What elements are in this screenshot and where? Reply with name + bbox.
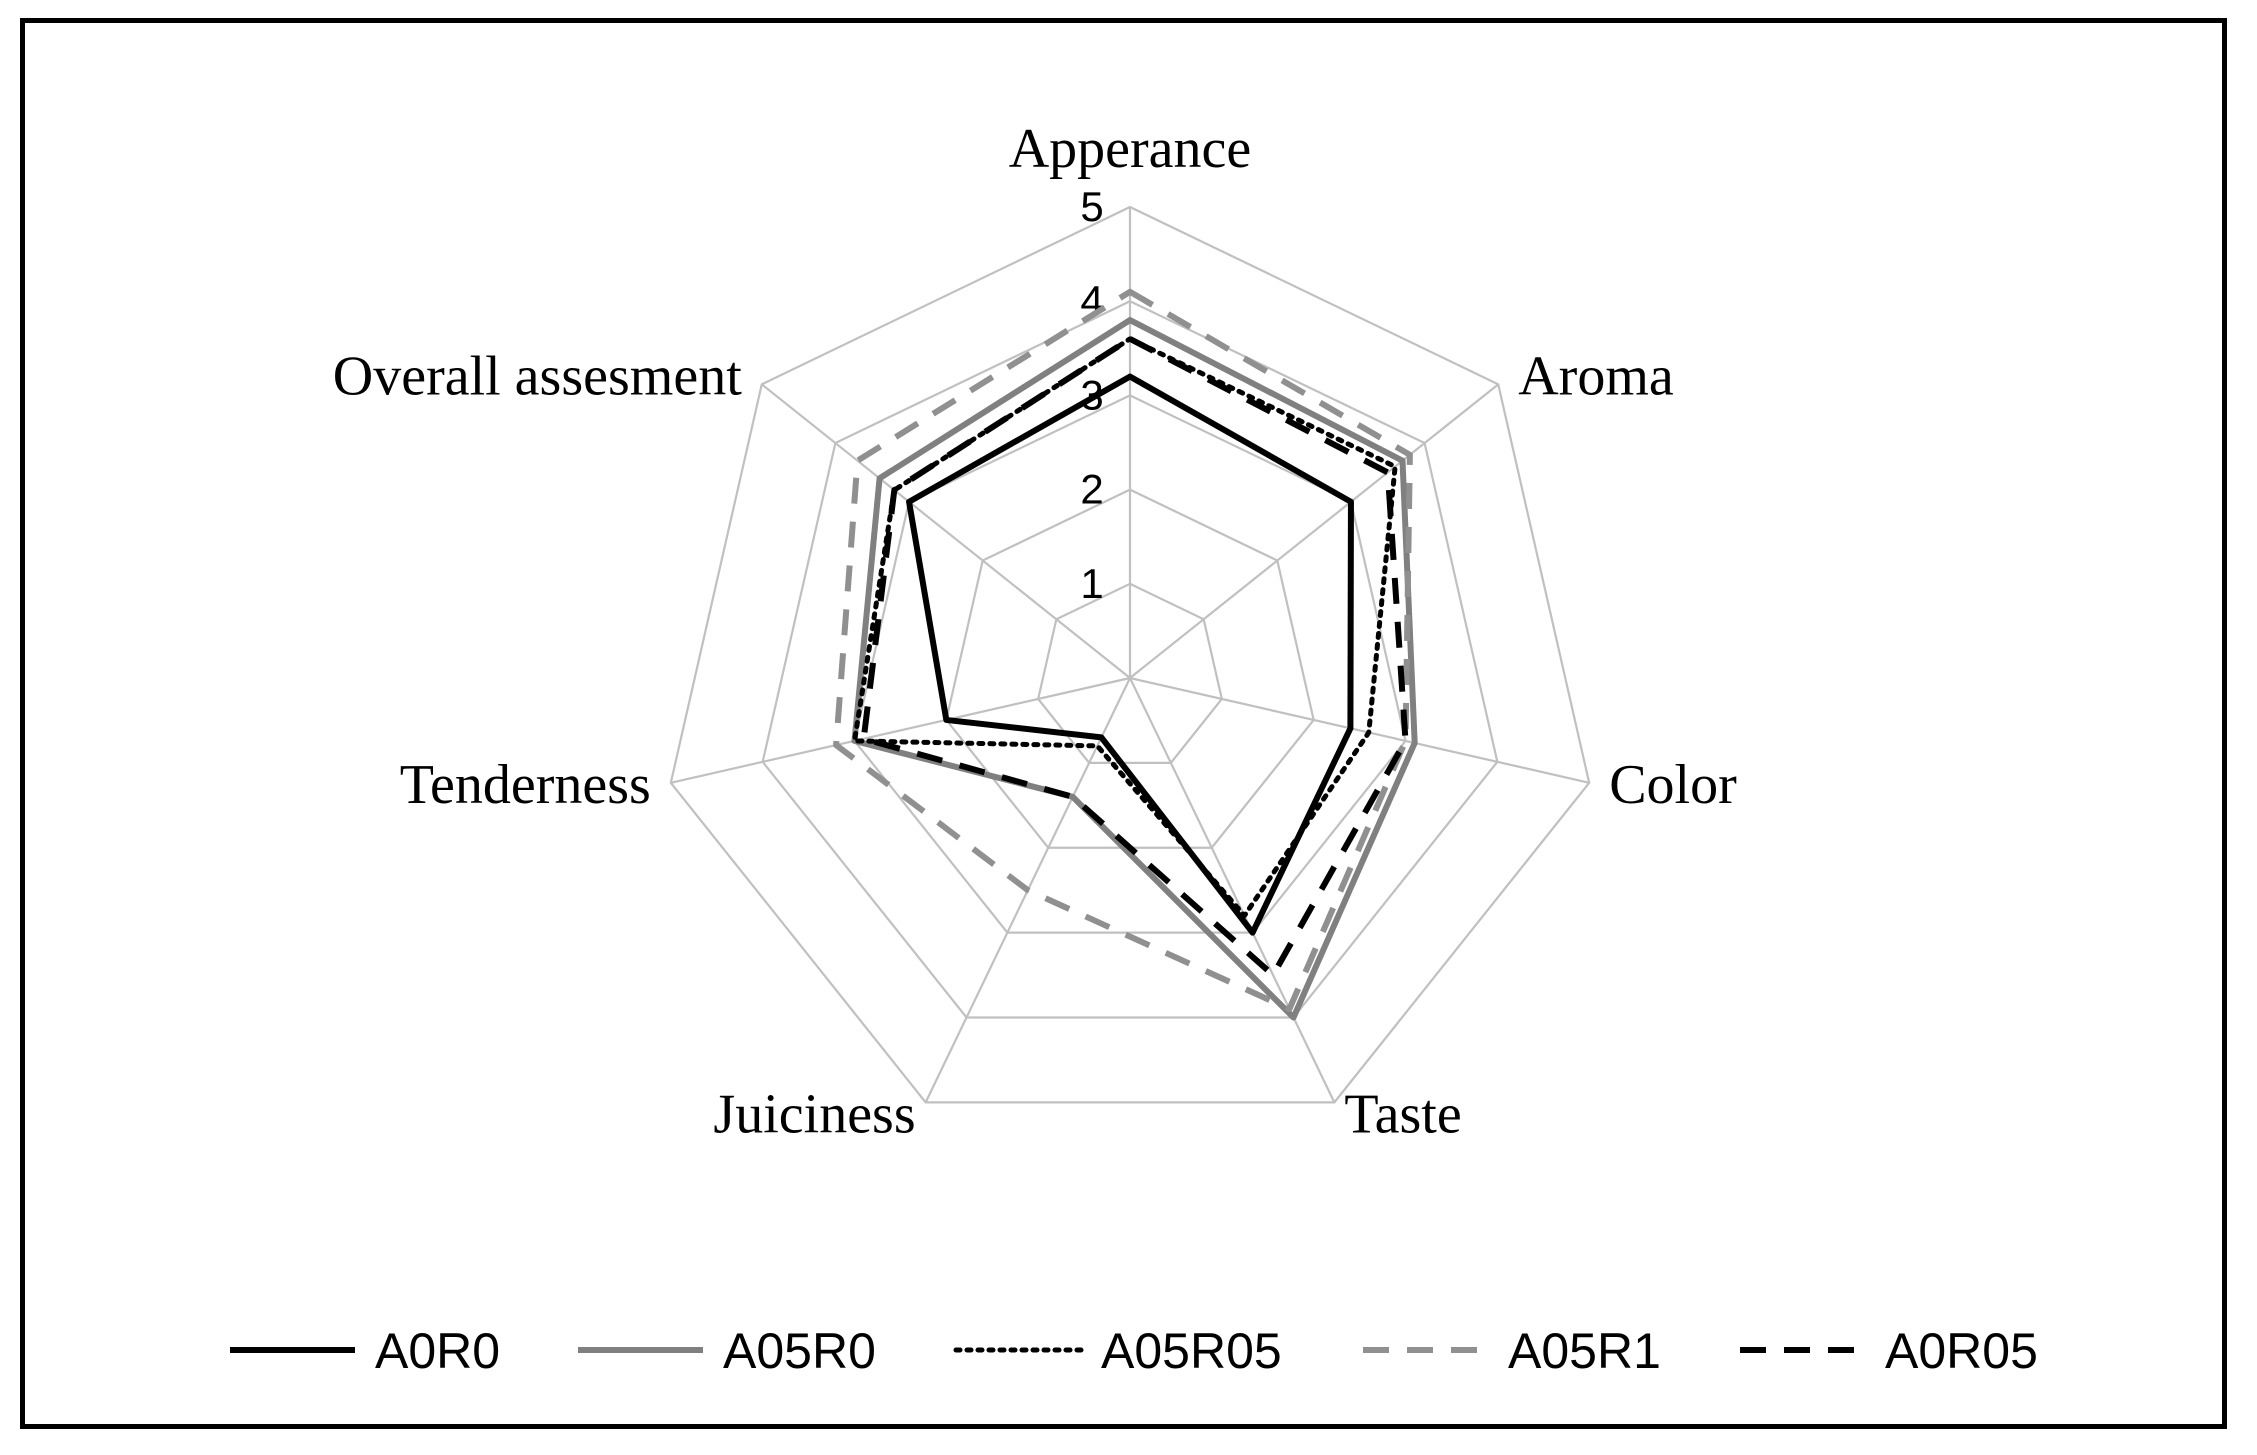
series-a05r05-line — [851, 336, 1398, 919]
category-label: Overall assesment — [333, 345, 742, 407]
legend-label: A0R05 — [1885, 1323, 2038, 1379]
series-a05r1-line — [833, 288, 1413, 1012]
figure-frame — [20, 18, 2227, 1429]
grid-spoke — [670, 676, 1131, 784]
grid-ring-5 — [669, 205, 1591, 1104]
grid-spoke — [1129, 676, 1590, 784]
category-label: Taste — [1344, 1083, 1461, 1145]
legend-label: A0R0 — [375, 1323, 500, 1379]
legend-label: A05R0 — [723, 1323, 876, 1379]
tick-label: 5 — [1080, 183, 1103, 230]
legend-label: A05R05 — [1101, 1323, 1282, 1379]
category-label: Color — [1609, 754, 1737, 816]
grid-spoke — [1129, 677, 1336, 1103]
grid-ring-1 — [1036, 582, 1224, 764]
category-label: Juiciness — [713, 1083, 915, 1145]
series-a0r0-line — [906, 373, 1354, 936]
grid-spoke — [1129, 383, 1499, 679]
grid-spoke — [761, 383, 1131, 679]
category-label: Apperance — [1009, 118, 1252, 180]
legend: A0R0 A05R0 A05R05 A05R1 A0R05 — [230, 1323, 2038, 1379]
grid-ring-3 — [853, 394, 1407, 934]
category-label: Tenderness — [400, 754, 651, 816]
data-series — [833, 288, 1418, 1021]
series-a05r0-line — [851, 317, 1418, 1021]
category-label: Aroma — [1518, 345, 1674, 407]
grid-ring-4 — [761, 299, 1499, 1019]
tick-label: 2 — [1080, 466, 1103, 513]
tick-label: 1 — [1080, 560, 1103, 607]
category-labels: Apperance Aroma Color Taste Juiciness Tendern… — [333, 118, 1737, 1145]
legend-label: A05R1 — [1508, 1323, 1661, 1379]
